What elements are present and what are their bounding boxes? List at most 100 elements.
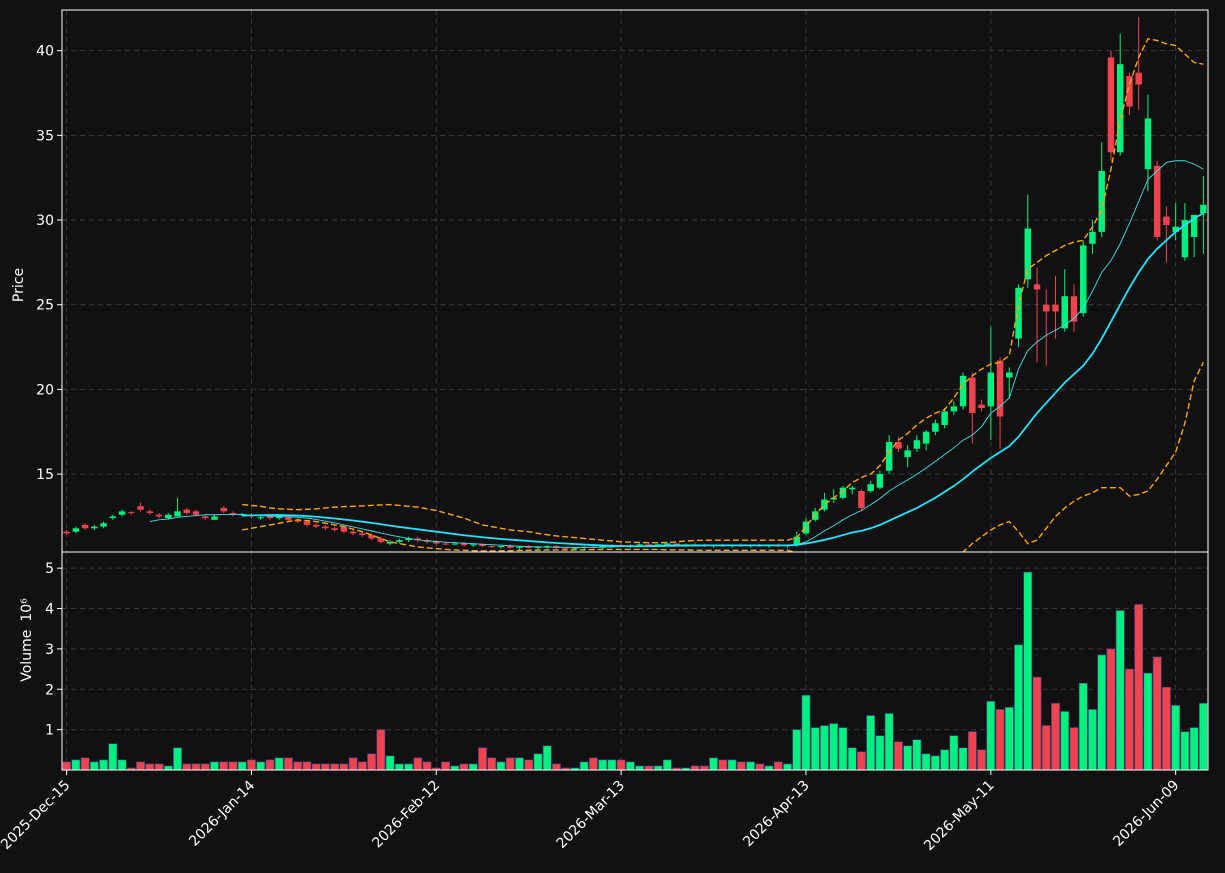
y-tick-label: 15 <box>36 467 54 483</box>
volume-bar <box>866 715 876 771</box>
volume-axis-label: Volume 10⁶ <box>19 598 35 682</box>
volume-bar <box>626 761 635 771</box>
volume-bar <box>820 725 829 771</box>
y-tick-label: 4 <box>45 602 54 618</box>
volume-bar <box>394 763 404 771</box>
volume-bar <box>302 761 312 771</box>
candle-body <box>202 516 209 519</box>
volume-bar <box>1097 654 1107 771</box>
candle-body <box>885 441 893 471</box>
candle-body <box>839 487 847 498</box>
volume-bar <box>542 745 552 771</box>
volume-bar <box>459 763 469 771</box>
volume-bar <box>385 755 395 771</box>
candle-body <box>386 541 394 544</box>
candle-body <box>257 517 264 519</box>
volume-bar <box>228 761 238 771</box>
volume-bar <box>699 765 709 771</box>
candle-body <box>904 450 911 458</box>
volume-panel-frame <box>61 551 1209 771</box>
candle-body <box>229 513 237 515</box>
volume-bar <box>792 729 802 771</box>
y-tick-label: 40 <box>36 44 54 60</box>
volume-bar <box>995 709 1005 771</box>
price-axis-label: Price <box>11 268 27 302</box>
candle-body <box>303 521 311 525</box>
candle-body <box>922 431 930 444</box>
volume-bar <box>783 763 792 771</box>
candle-body <box>266 516 274 519</box>
volume-bar <box>71 759 81 771</box>
volume-bar <box>108 743 118 771</box>
volume-bar <box>1152 656 1162 771</box>
volume-bar <box>1106 648 1116 771</box>
volume-bar <box>173 747 182 771</box>
volume-bar <box>200 763 210 771</box>
volume-bar <box>727 759 737 771</box>
candle-body <box>1006 372 1013 378</box>
candle-body <box>1024 228 1032 280</box>
candle-body <box>913 440 921 449</box>
candle-body <box>368 535 375 539</box>
candle-body <box>1116 64 1124 153</box>
candle-body <box>174 511 181 517</box>
candle-body <box>470 544 477 546</box>
volume-bar <box>1078 682 1088 771</box>
volume-bar <box>99 759 108 771</box>
volume-bar <box>921 753 931 771</box>
volume-bar <box>117 759 127 771</box>
candle-body <box>81 524 89 529</box>
y-tick-label: 25 <box>36 298 54 314</box>
candle-body <box>959 375 967 407</box>
volume-unit-label: 10⁶ <box>19 598 35 622</box>
volume-bar <box>1032 676 1042 771</box>
candle-body <box>128 512 135 514</box>
volume-bar <box>487 757 497 771</box>
candle-body <box>294 519 301 522</box>
volume-bar <box>709 757 718 771</box>
y-tick-label: 20 <box>36 382 54 398</box>
volume-bar <box>284 757 293 771</box>
candle-body <box>969 377 976 414</box>
volume-bar <box>1199 703 1208 771</box>
volume-bar <box>367 753 376 771</box>
volume-bar <box>1189 727 1199 771</box>
volume-bar <box>515 757 524 771</box>
volume-bar <box>524 759 534 771</box>
volume-bar <box>1060 711 1070 771</box>
volume-bar <box>986 701 996 771</box>
y-tick-label: 35 <box>36 128 54 144</box>
candle-body <box>340 526 348 532</box>
candle-body <box>442 543 449 545</box>
volume-bar <box>265 759 275 771</box>
volume-bar <box>293 761 303 771</box>
candle-body <box>848 487 856 490</box>
candle-body <box>1015 287 1022 339</box>
volume-bar <box>967 731 977 771</box>
volume-bar <box>1162 686 1171 771</box>
volume-bar <box>357 761 367 771</box>
volume-bar <box>598 759 608 771</box>
volume-bar <box>404 763 413 771</box>
volume-bar <box>219 761 229 771</box>
volume-bar <box>857 751 866 771</box>
volume-bar <box>62 761 71 771</box>
candle-body <box>996 360 1004 417</box>
candle-body <box>183 509 191 514</box>
candle-body <box>414 538 422 541</box>
y-tick-label: 30 <box>36 213 54 229</box>
volume-bar <box>154 763 164 771</box>
volume-bar <box>1134 604 1144 771</box>
candle-body <box>673 543 680 546</box>
volume-bar <box>773 761 783 771</box>
volume-bar <box>755 763 765 771</box>
volume-bar <box>136 761 145 771</box>
candle-body <box>1200 204 1207 214</box>
indicator-line <box>242 361 1205 552</box>
volume-bar <box>736 761 746 771</box>
volume-label-text: Volume <box>19 630 35 682</box>
candle-body <box>876 474 884 488</box>
candle-body <box>506 546 514 548</box>
volume-bar <box>450 765 460 771</box>
volume-bar <box>145 763 155 771</box>
